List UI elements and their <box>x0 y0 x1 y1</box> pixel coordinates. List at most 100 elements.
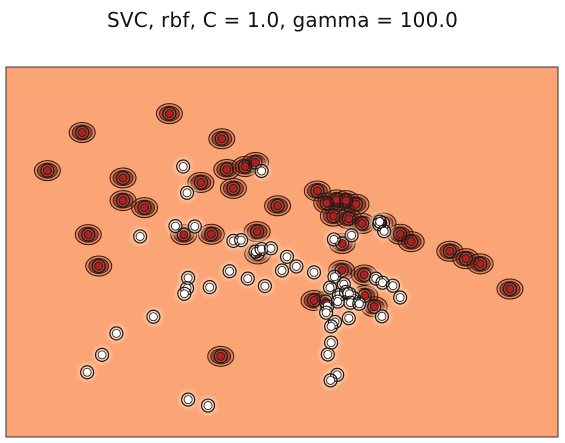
data-point-class-0 <box>379 226 389 236</box>
data-point-class-1 <box>83 230 93 240</box>
support-vector-ring <box>222 264 237 279</box>
data-point-class-0 <box>183 273 193 283</box>
support-vector-ring <box>393 290 408 305</box>
support-vector-ring <box>335 236 350 251</box>
support-vector-ring <box>177 286 192 301</box>
support-vector-ring <box>367 299 382 314</box>
support-vector-ring <box>324 319 339 334</box>
data-point-class-0 <box>323 350 333 359</box>
support-vector-ring <box>237 159 253 174</box>
data-point-class-1 <box>94 261 104 271</box>
support-vector-ring <box>323 373 338 388</box>
support-vector-ring <box>181 392 196 407</box>
data-point-class-1 <box>273 201 282 211</box>
support-vector-ring <box>319 196 334 211</box>
data-point-class-1 <box>337 266 347 275</box>
support-vector-ring <box>200 398 216 413</box>
chart-title: SVC, rbf, C = 1.0, gamma = 100.0 <box>107 8 458 32</box>
support-vector-ring <box>354 216 370 231</box>
support-vector-ring <box>372 214 387 229</box>
data-point-class-0 <box>190 222 200 231</box>
support-vector-ring <box>341 311 356 326</box>
data-point-class-1 <box>229 183 238 193</box>
support-vector-ring <box>326 209 341 224</box>
support-vector-ring <box>289 259 304 274</box>
data-point-class-0 <box>325 283 335 292</box>
data-point-class-1 <box>445 246 455 256</box>
data-point-class-1 <box>206 229 216 239</box>
support-vector-ring <box>393 227 408 242</box>
data-point-class-0 <box>266 243 276 253</box>
data-point-class-0 <box>291 262 301 271</box>
data-point-class-0 <box>354 299 364 309</box>
data-point-class-1 <box>328 211 338 221</box>
support-vector-ring <box>75 125 90 140</box>
data-point-class-1 <box>395 229 405 239</box>
support-vector-ring <box>319 305 334 320</box>
support-vector-ring <box>40 163 55 178</box>
data-point-class-1 <box>216 351 226 361</box>
support-vector-ring <box>270 198 285 213</box>
data-point-class-0 <box>183 395 193 405</box>
data-point-class-0 <box>203 401 213 410</box>
data-point-class-0 <box>179 289 189 299</box>
data-point-class-0 <box>378 278 387 288</box>
data-point-class-0 <box>260 281 270 291</box>
support-vector-ring <box>306 265 322 280</box>
support-vector-ring <box>179 185 195 200</box>
data-point-class-0 <box>375 217 385 227</box>
data-point-class-1 <box>217 134 227 144</box>
data-point-class-1 <box>77 128 87 137</box>
support-vector-ring <box>306 293 322 308</box>
data-point-class-1 <box>222 165 232 174</box>
data-point-class-1 <box>312 186 322 196</box>
data-point-class-0 <box>321 308 331 318</box>
support-vector-ring <box>263 241 279 256</box>
data-point-class-1 <box>164 109 174 119</box>
data-point-class-0 <box>178 162 188 171</box>
support-vector-ring <box>204 227 219 242</box>
data-point-class-0 <box>243 274 253 284</box>
support-vector-ring <box>219 162 234 177</box>
data-points-layer <box>40 106 518 413</box>
data-point-class-0 <box>326 375 335 385</box>
support-vector-ring <box>357 288 372 303</box>
data-point-class-0 <box>205 282 215 292</box>
data-point-class-0 <box>171 221 180 231</box>
support-vector-ring <box>341 211 356 226</box>
data-point-class-0 <box>257 244 266 254</box>
data-point-class-0 <box>135 232 145 241</box>
data-point-class-1 <box>406 237 416 247</box>
support-vector-ring <box>214 131 229 146</box>
data-point-class-0 <box>326 338 336 348</box>
support-vector-ring <box>375 275 390 290</box>
support-vector-ring <box>385 278 401 293</box>
data-point-class-1 <box>475 259 485 269</box>
data-point-class-0 <box>309 267 319 277</box>
data-point-class-1 <box>332 195 342 205</box>
support-vector-ring <box>348 197 364 212</box>
data-point-class-1 <box>369 302 379 312</box>
support-vector-ring <box>254 163 269 179</box>
support-vector-ring <box>240 271 255 286</box>
data-point-class-0 <box>82 367 92 377</box>
support-vector-ring <box>473 256 488 271</box>
data-point-class-0 <box>347 230 356 240</box>
support-vector-ring <box>442 244 457 259</box>
support-vector-ring <box>352 296 367 311</box>
support-vector-ring <box>326 232 341 247</box>
data-point-class-1 <box>251 158 260 167</box>
data-point-class-1 <box>140 203 149 213</box>
data-point-class-1 <box>359 270 369 280</box>
data-point-class-0 <box>236 235 246 245</box>
support-vector-ring <box>115 193 131 208</box>
data-point-class-1 <box>240 162 250 171</box>
support-vector-ring <box>279 249 295 264</box>
support-vector-ring <box>374 309 390 324</box>
support-vector-ring <box>91 258 106 274</box>
support-vector-ring <box>310 183 325 199</box>
support-vector-ring <box>213 349 228 364</box>
support-vector-ring <box>344 228 359 243</box>
data-point-class-1 <box>344 214 354 224</box>
